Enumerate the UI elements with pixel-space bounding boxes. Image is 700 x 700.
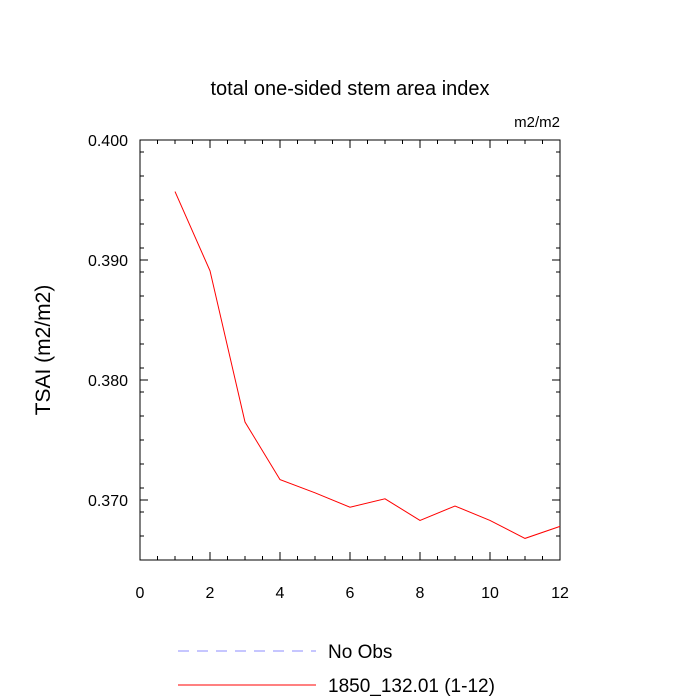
x-tick-label: 4 — [276, 585, 285, 602]
x-tick-label: 2 — [206, 585, 215, 602]
chart-title: total one-sided stem area index — [210, 78, 489, 100]
data-series — [174, 191, 561, 539]
x-tick-label: 6 — [346, 585, 355, 602]
y-tick-label: 0.400 — [88, 133, 128, 150]
x-tick-label: 8 — [416, 585, 425, 602]
axis-tick-labels: 0 2 4 6 8 10 12 0.370 0.380 0.390 0.400 — [88, 133, 569, 602]
legend: No Obs 1850_132.01 (1-12) — [178, 642, 495, 697]
legend-label: No Obs — [328, 642, 392, 663]
axis-ticks — [139, 139, 561, 561]
plot-frame — [139, 139, 561, 561]
y-tick-label: 0.370 — [88, 493, 128, 510]
y-axis-label: TSAI (m2/m2) — [32, 285, 55, 416]
legend-label: 1850_132.01 (1-12) — [328, 676, 495, 697]
x-tick-label: 12 — [551, 585, 569, 602]
units-label: m2/m2 — [514, 114, 560, 131]
y-tick-label: 0.380 — [88, 373, 128, 390]
y-tick-label: 0.390 — [88, 253, 128, 270]
x-tick-label: 0 — [136, 585, 145, 602]
x-tick-label: 10 — [481, 585, 499, 602]
series-line — [174, 191, 561, 539]
